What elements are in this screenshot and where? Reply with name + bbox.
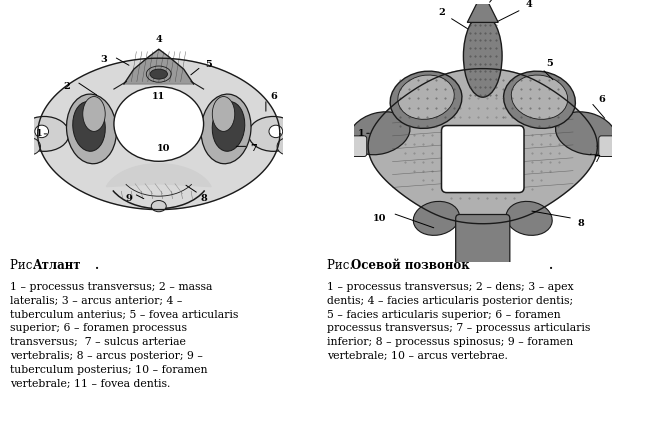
Ellipse shape (201, 94, 251, 164)
Ellipse shape (67, 94, 117, 164)
Ellipse shape (18, 138, 40, 155)
Text: Рис.: Рис. (10, 259, 40, 272)
Text: 1: 1 (358, 129, 365, 138)
Ellipse shape (35, 125, 49, 138)
Ellipse shape (390, 71, 462, 128)
Text: 10: 10 (373, 214, 386, 223)
Text: .: . (550, 259, 553, 272)
Ellipse shape (459, 271, 480, 284)
Ellipse shape (83, 97, 105, 132)
Ellipse shape (398, 75, 454, 119)
Ellipse shape (248, 116, 298, 151)
Ellipse shape (19, 116, 69, 151)
FancyBboxPatch shape (456, 215, 510, 279)
Text: Осевой позвонок: Осевой позвонок (351, 259, 470, 272)
Ellipse shape (269, 125, 283, 138)
Polygon shape (124, 49, 194, 84)
Text: 10: 10 (157, 144, 170, 153)
Text: 9: 9 (126, 194, 132, 203)
Text: 11: 11 (152, 92, 165, 101)
Text: .: . (95, 259, 99, 272)
Ellipse shape (349, 112, 410, 155)
Text: 1 – processus transversus; 2 – massa
lateralis; 3 – arcus anterior; 4 –
tubercul: 1 – processus transversus; 2 – massa lat… (10, 282, 238, 389)
Polygon shape (106, 164, 211, 187)
Ellipse shape (213, 101, 245, 151)
Ellipse shape (511, 75, 568, 119)
Ellipse shape (114, 87, 203, 161)
Ellipse shape (151, 201, 167, 212)
Ellipse shape (213, 97, 235, 132)
Polygon shape (38, 58, 280, 210)
Text: 6: 6 (270, 92, 277, 101)
Text: 3: 3 (100, 55, 108, 64)
Ellipse shape (73, 101, 105, 151)
Ellipse shape (150, 69, 167, 79)
FancyBboxPatch shape (441, 125, 524, 193)
Text: Рис.: Рис. (327, 259, 357, 272)
Ellipse shape (555, 112, 616, 155)
Text: 7: 7 (593, 155, 599, 163)
FancyBboxPatch shape (343, 136, 367, 156)
Text: Атлант: Атлант (33, 259, 82, 272)
Text: 4: 4 (526, 0, 533, 9)
Ellipse shape (506, 201, 552, 236)
Text: 6: 6 (598, 95, 605, 104)
Text: 8: 8 (200, 194, 207, 203)
Text: 1: 1 (36, 129, 43, 139)
Ellipse shape (463, 15, 502, 97)
Text: 5: 5 (546, 59, 553, 68)
Ellipse shape (485, 271, 506, 284)
Text: 2: 2 (438, 7, 445, 17)
Text: 8: 8 (577, 219, 584, 228)
Ellipse shape (503, 71, 575, 128)
Polygon shape (368, 69, 597, 224)
Text: 7: 7 (250, 144, 257, 153)
Text: 5: 5 (205, 60, 212, 69)
Ellipse shape (413, 201, 459, 236)
Ellipse shape (277, 138, 299, 155)
Polygon shape (467, 0, 498, 22)
Text: 2: 2 (64, 82, 70, 91)
Text: 4: 4 (156, 35, 162, 44)
FancyBboxPatch shape (599, 136, 622, 156)
Text: 1 – processus transversus; 2 – dens; 3 – apex
dentis; 4 – facies articularis pos: 1 – processus transversus; 2 – dens; 3 –… (327, 282, 590, 361)
